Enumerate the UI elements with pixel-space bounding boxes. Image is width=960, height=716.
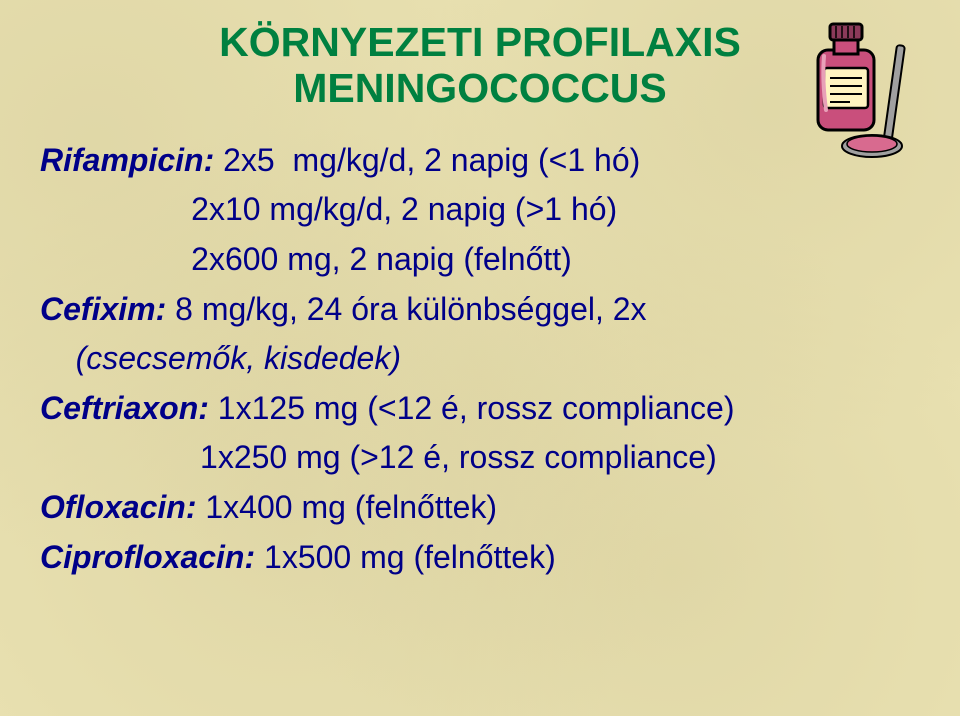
- dose-text: 1x250 mg (>12 é, rossz compliance): [200, 439, 717, 475]
- dose-text: 1x125 mg (<12 é, rossz compliance): [209, 390, 735, 426]
- body-line: Rifampicin: 2x5 mg/kg/d, 2 napig (<1 hó): [40, 136, 920, 186]
- dose-text: 2x5 mg/kg/d, 2 napig (<1 hó): [214, 142, 640, 178]
- body-line: 2x10 mg/kg/d, 2 napig (>1 hó): [40, 185, 920, 235]
- dose-text: (csecsemők, kisdedek): [76, 340, 401, 376]
- body-line: Ceftriaxon: 1x125 mg (<12 é, rossz compl…: [40, 384, 920, 434]
- drug-name: Ofloxacin:: [40, 489, 196, 525]
- drug-name: Rifampicin:: [40, 142, 214, 178]
- dose-text: 2x10 mg/kg/d, 2 napig (>1 hó): [191, 191, 617, 227]
- dose-text: 1x500 mg (felnőttek): [255, 539, 556, 575]
- body-line: Ofloxacin: 1x400 mg (felnőttek): [40, 483, 920, 533]
- title-line-1: KÖRNYEZETI PROFILAXIS: [120, 20, 840, 66]
- dose-text: 8 mg/kg, 24 óra különbséggel, 2x: [166, 291, 646, 327]
- body-line: 1x250 mg (>12 é, rossz compliance): [40, 433, 920, 483]
- body-line: 2x600 mg, 2 napig (felnőtt): [40, 235, 920, 285]
- body-line: Ciprofloxacin: 1x500 mg (felnőttek): [40, 533, 920, 583]
- medicine-bottle-icon: [800, 20, 920, 160]
- drug-name: Ceftriaxon:: [40, 390, 209, 426]
- body-line: Cefixim: 8 mg/kg, 24 óra különbséggel, 2…: [40, 285, 920, 335]
- drug-name: Cefixim:: [40, 291, 166, 327]
- drug-name: Ciprofloxacin:: [40, 539, 255, 575]
- body-line: (csecsemők, kisdedek): [40, 334, 920, 384]
- dose-text: 2x600 mg, 2 napig (felnőtt): [191, 241, 572, 277]
- slide: KÖRNYEZETI PROFILAXIS MENINGOCOCCUS Rifa…: [0, 0, 960, 716]
- title-line-2: MENINGOCOCCUS: [120, 66, 840, 112]
- dose-text: 1x400 mg (felnőttek): [196, 489, 497, 525]
- slide-body: Rifampicin: 2x5 mg/kg/d, 2 napig (<1 hó)…: [40, 136, 920, 582]
- slide-title: KÖRNYEZETI PROFILAXIS MENINGOCOCCUS: [120, 20, 840, 112]
